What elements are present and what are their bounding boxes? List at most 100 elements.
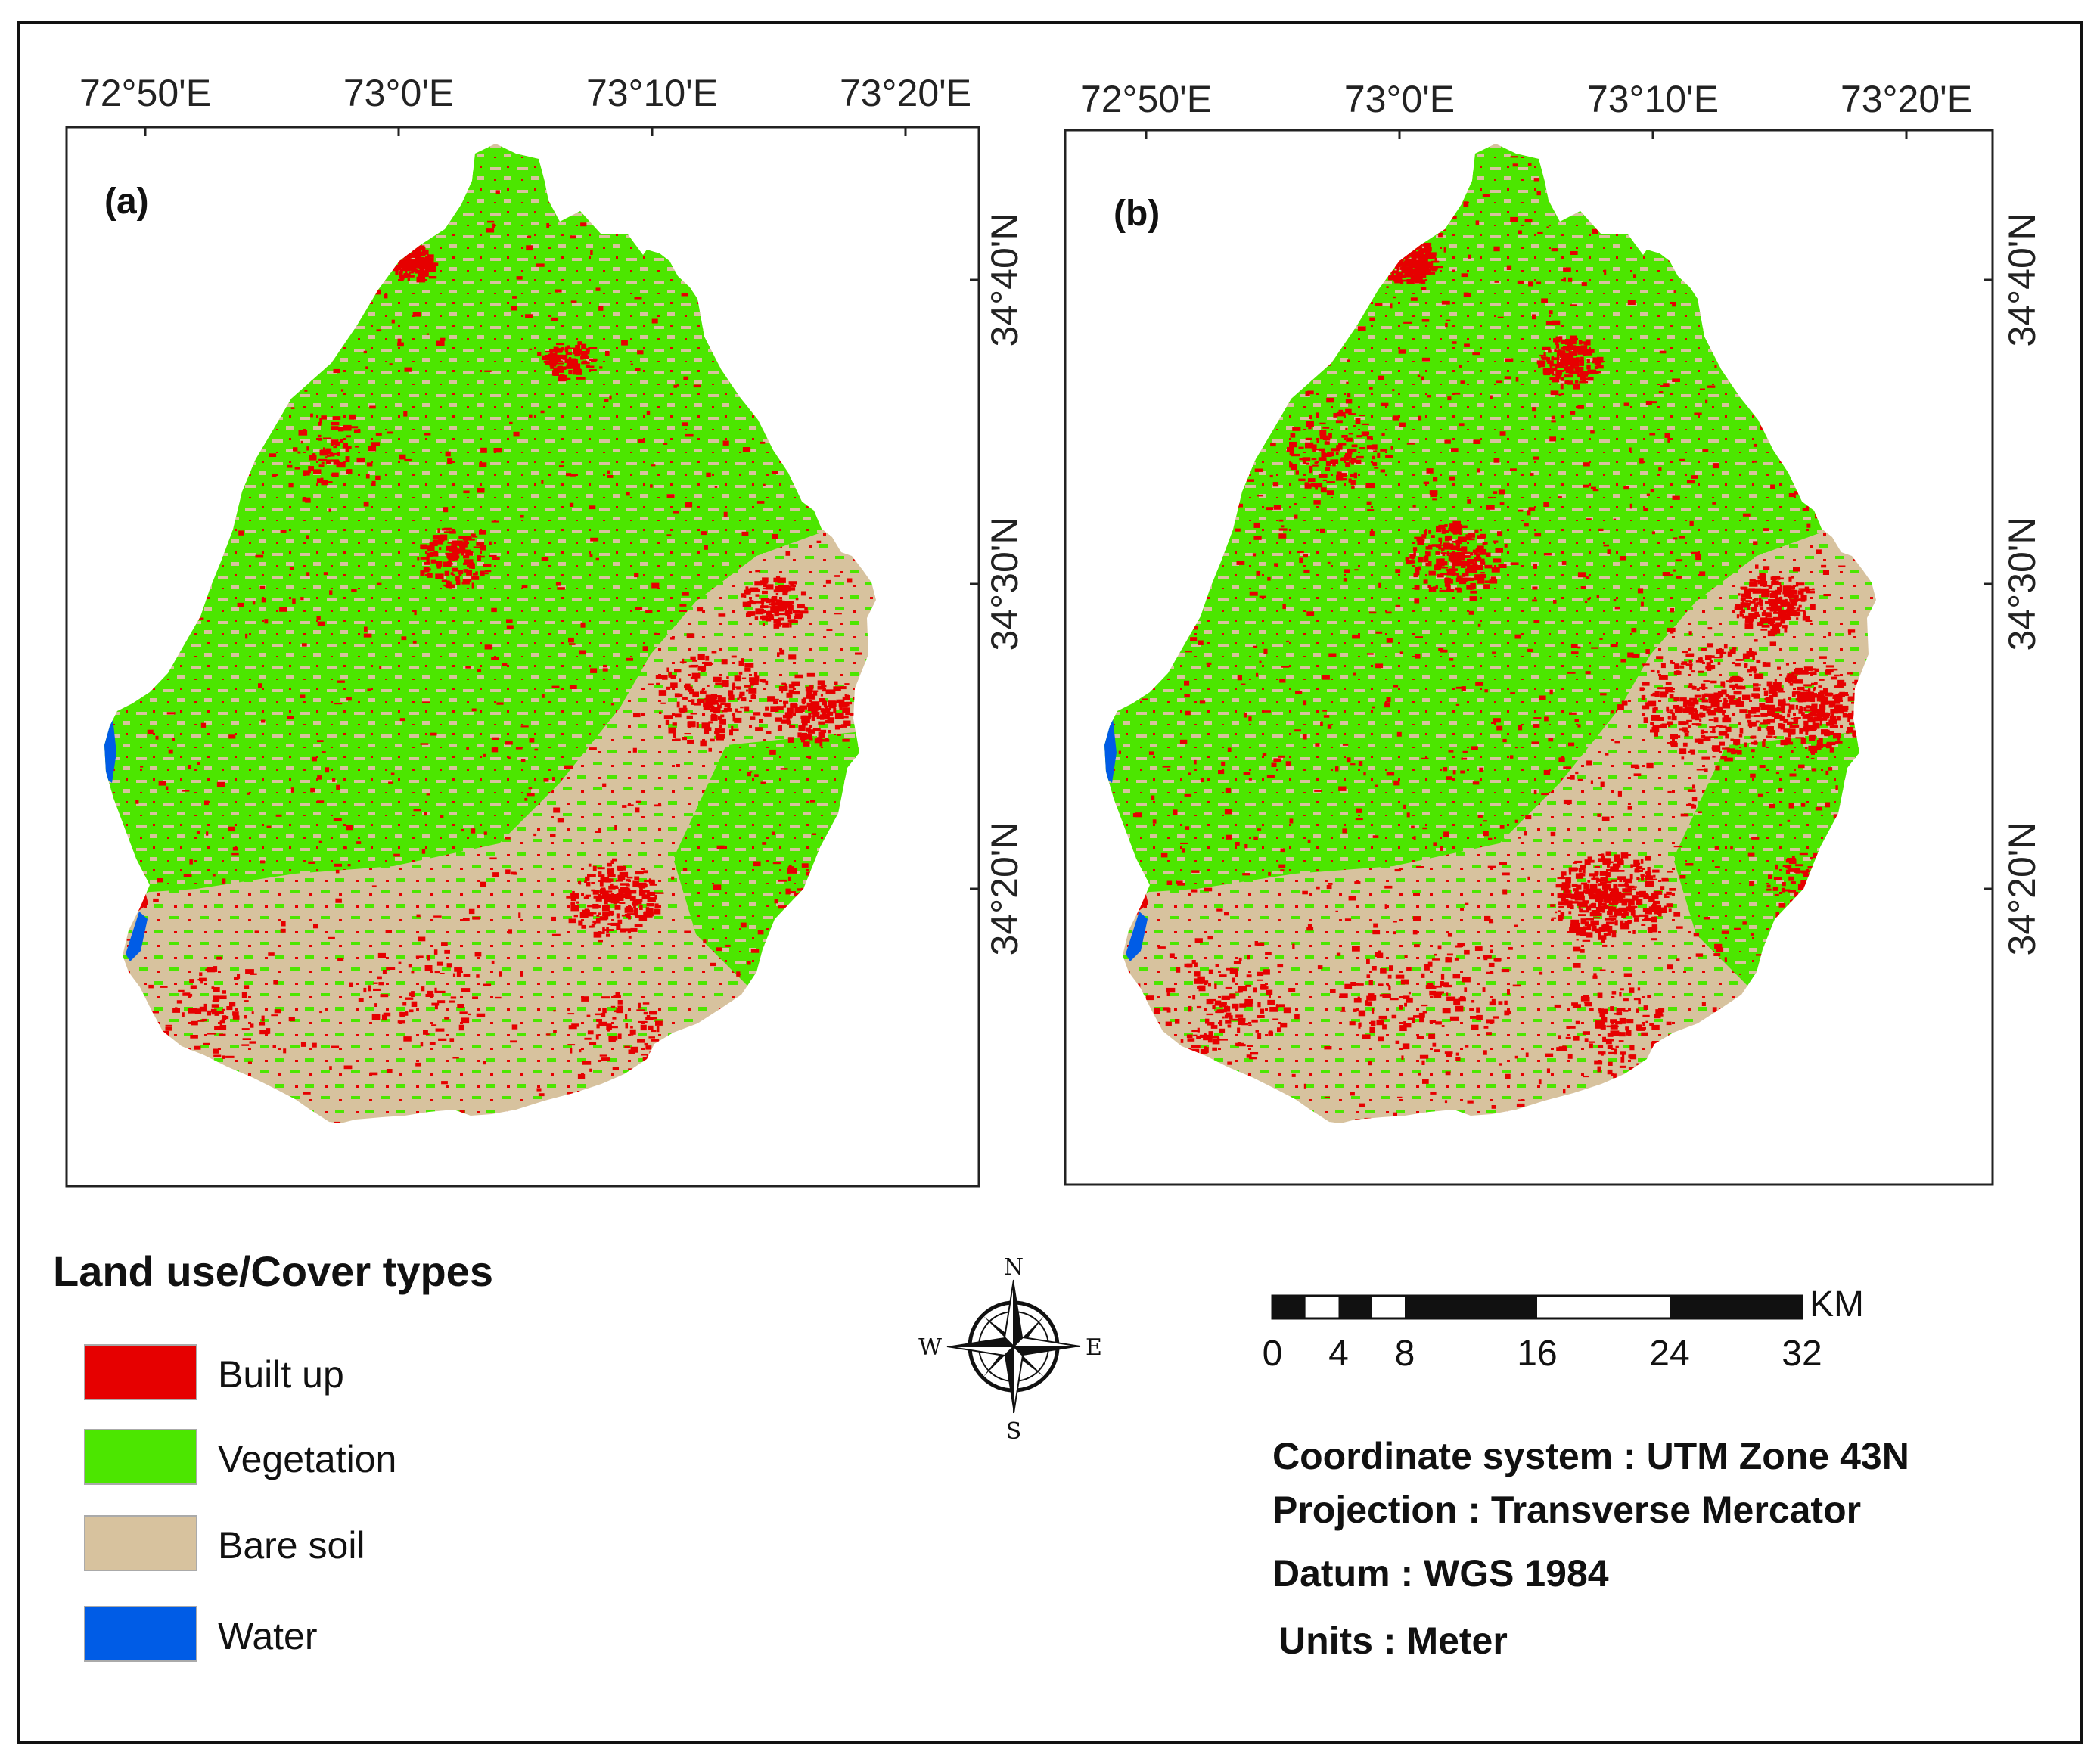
built-up-patch <box>1560 912 1565 917</box>
built-up-patch <box>1694 710 1698 716</box>
built-up-patch <box>586 881 591 887</box>
built-up-patch <box>589 369 597 371</box>
built-up-patch <box>748 688 757 694</box>
built-up-patch <box>788 876 791 881</box>
built-up-patch <box>1652 725 1662 728</box>
built-up-patch <box>1834 685 1839 688</box>
built-up-patch <box>226 1006 233 1011</box>
built-up-patch <box>1320 528 1325 533</box>
built-up-patch <box>434 539 443 545</box>
built-up-patch <box>1712 463 1719 469</box>
built-up-patch <box>323 572 328 576</box>
built-up-patch <box>1438 537 1443 542</box>
built-up-patch <box>1442 554 1446 557</box>
built-up-patch <box>598 874 605 877</box>
built-up-patch <box>1367 509 1375 511</box>
built-up-patch <box>1421 266 1425 269</box>
built-up-patch <box>376 582 382 585</box>
built-up-patch <box>626 876 633 879</box>
built-up-patch <box>685 433 694 437</box>
built-up-patch <box>1691 723 1700 725</box>
built-up-patch <box>1249 1057 1257 1060</box>
built-up-patch <box>459 1110 465 1113</box>
built-up-patch <box>429 542 438 547</box>
built-up-patch <box>1249 1000 1252 1003</box>
built-up-patch <box>1597 1066 1601 1073</box>
built-up-patch <box>744 663 754 668</box>
built-up-patch <box>217 1011 224 1014</box>
built-up-patch <box>1425 252 1431 255</box>
built-up-patch <box>847 694 850 698</box>
built-up-patch <box>1487 865 1496 868</box>
built-up-patch <box>196 831 200 834</box>
built-up-patch <box>1467 1100 1474 1104</box>
built-up-patch <box>726 676 729 679</box>
built-up-patch <box>1460 908 1464 911</box>
built-up-patch <box>259 585 266 589</box>
built-up-patch <box>1736 676 1741 681</box>
built-up-patch <box>1433 993 1442 998</box>
built-up-patch <box>461 828 464 832</box>
built-up-patch <box>821 739 830 742</box>
built-up-patch <box>245 633 248 639</box>
built-up-patch <box>564 377 571 380</box>
built-up-patch <box>1437 945 1442 950</box>
built-up-patch <box>1788 697 1791 700</box>
built-up-patch <box>1761 625 1770 628</box>
built-up-patch <box>707 702 713 708</box>
built-up-patch <box>568 637 574 643</box>
built-up-patch <box>1701 648 1707 651</box>
built-up-patch <box>1655 1009 1663 1015</box>
built-up-patch <box>1405 272 1412 276</box>
built-up-patch <box>398 265 401 271</box>
built-up-patch <box>847 578 853 583</box>
built-up-patch <box>1651 1041 1661 1043</box>
built-up-patch <box>788 707 794 714</box>
built-up-patch <box>346 697 352 701</box>
built-up-patch <box>1504 543 1508 548</box>
built-up-patch <box>567 1044 576 1046</box>
built-up-patch <box>1774 717 1782 719</box>
built-up-patch <box>1797 693 1804 699</box>
built-up-patch <box>581 996 589 1002</box>
built-up-patch <box>346 435 351 438</box>
built-up-patch <box>651 1017 657 1020</box>
built-up-patch <box>1768 689 1777 694</box>
built-up-patch <box>1546 357 1550 362</box>
built-up-patch <box>841 715 849 719</box>
built-up-patch <box>287 464 293 468</box>
built-up-patch <box>1567 884 1571 889</box>
built-up-patch <box>436 340 445 346</box>
built-up-patch <box>1391 269 1394 275</box>
built-up-patch <box>1426 271 1429 275</box>
built-up-patch <box>1425 261 1434 267</box>
built-up-patch <box>1414 598 1420 604</box>
built-up-patch <box>418 245 425 250</box>
built-up-patch <box>1462 577 1471 581</box>
built-up-patch <box>1803 595 1807 601</box>
built-up-patch <box>1428 570 1436 576</box>
built-up-patch <box>1426 551 1431 557</box>
built-up-patch <box>803 699 806 703</box>
built-up-patch <box>1344 983 1353 989</box>
built-up-patch <box>1601 855 1605 862</box>
built-up-patch <box>216 1011 222 1013</box>
built-up-patch <box>1457 943 1465 947</box>
built-up-patch <box>614 898 619 902</box>
built-up-patch <box>1421 973 1425 978</box>
built-up-patch <box>590 250 593 255</box>
built-up-patch <box>306 446 309 451</box>
built-up-patch <box>1610 1024 1618 1030</box>
built-up-patch <box>1752 599 1756 604</box>
built-up-patch <box>1638 999 1641 1005</box>
built-up-patch <box>1704 706 1712 709</box>
built-up-patch <box>1632 895 1639 901</box>
built-up-patch <box>1778 787 1783 792</box>
built-up-patch <box>364 626 368 632</box>
built-up-patch <box>1570 775 1575 780</box>
built-up-patch <box>1210 1035 1219 1039</box>
built-up-patch <box>1353 472 1357 479</box>
built-up-patch <box>1344 455 1351 460</box>
built-up-patch <box>342 446 348 449</box>
built-up-patch <box>634 924 643 927</box>
